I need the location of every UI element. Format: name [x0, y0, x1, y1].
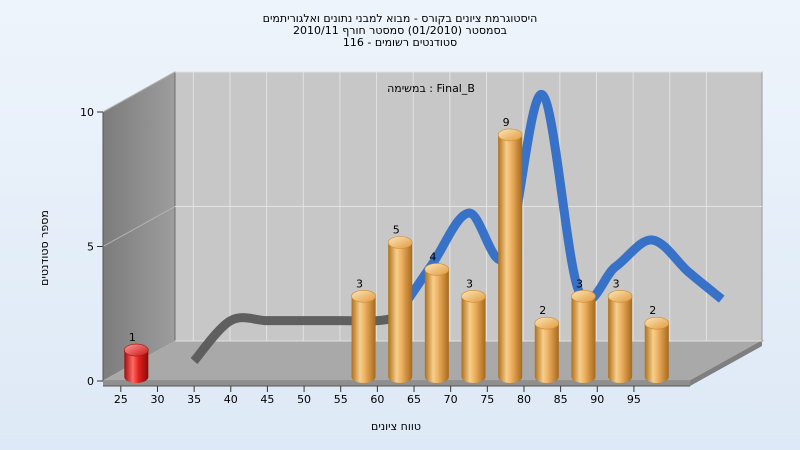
bar-value-label: 5	[393, 224, 400, 237]
bar-body	[124, 350, 149, 383]
chart-title-line-1: היסטוגרמת ציונים בקורס - מבוא למבני נתונ…	[262, 12, 538, 25]
bar-value-label: 2	[539, 304, 546, 317]
chart-title-line-3: סטודנטים רשומים - 116	[342, 36, 458, 49]
bar-value-label: 3	[576, 277, 583, 290]
x-tick-label: 40	[224, 393, 238, 406]
bar	[571, 289, 596, 383]
bar-value-label: 1	[129, 331, 136, 344]
x-tick-label: 55	[334, 393, 348, 406]
curve-ribbon-gray	[190, 313, 397, 365]
bar-body	[388, 242, 413, 383]
bar-body	[644, 323, 669, 383]
x-tick-label: 70	[444, 393, 458, 406]
bar-top	[534, 316, 560, 330]
bar-body	[608, 296, 633, 383]
x-tick-label: 65	[407, 393, 421, 406]
bar-body	[498, 134, 523, 383]
y-axis-label: מספר סטודנטים	[38, 210, 51, 286]
floor-edge-side	[690, 341, 762, 386]
bar-body	[424, 269, 449, 383]
bar-body	[571, 296, 596, 383]
bar-top	[424, 263, 450, 276]
x-tick-label: 60	[370, 393, 384, 406]
bar-value-label: 4	[429, 250, 436, 263]
x-tick-label: 80	[517, 393, 531, 406]
x-tick-label: 35	[187, 393, 201, 406]
bar-top	[497, 128, 523, 142]
bar	[387, 236, 413, 383]
x-tick-label: 90	[590, 393, 604, 406]
x-tick-label: 95	[627, 393, 641, 406]
bar-value-label: 9	[503, 116, 510, 129]
bar	[644, 316, 670, 383]
bar	[124, 343, 149, 383]
bar-value-label: 2	[649, 304, 656, 317]
bar-body	[534, 323, 559, 383]
x-tick-label: 30	[150, 393, 164, 406]
bar	[497, 128, 523, 383]
bar	[461, 289, 486, 383]
bar-top	[351, 289, 376, 303]
bar-top	[644, 316, 670, 330]
grid-line-side	[102, 206, 176, 247]
x-tick-label: 25	[114, 393, 128, 406]
chart-title-line-2: בסמסטר (01/2010) סמסטר חורף 2010/11	[293, 24, 507, 37]
x-axis-label: טווח ציונים	[371, 420, 421, 433]
bar	[351, 289, 376, 383]
chart-subtitle: במשימה : Final_B	[387, 82, 475, 95]
y-tick-label: 0	[87, 375, 94, 388]
bar-top	[461, 289, 486, 303]
bar	[607, 289, 633, 383]
grid-line-side	[102, 71, 176, 113]
bar	[534, 316, 560, 383]
bar-top	[124, 343, 149, 357]
bar-value-label: 3	[613, 277, 620, 290]
x-tick-label: 85	[554, 393, 568, 406]
bar-value-label: 3	[466, 277, 473, 290]
y-tick-label: 5	[87, 241, 94, 254]
bar-value-label: 3	[356, 277, 363, 290]
y-tick-label: 10	[80, 106, 94, 119]
bar-body	[461, 296, 486, 383]
bar	[424, 263, 450, 383]
x-tick-label: 45	[260, 393, 274, 406]
bar-top	[387, 236, 413, 249]
curve-ribbon-blue	[391, 90, 725, 321]
bar-top	[571, 289, 596, 303]
x-tick-label: 50	[297, 393, 311, 406]
x-tick-label: 75	[480, 393, 494, 406]
bar-body	[351, 296, 376, 383]
bar-top	[607, 289, 633, 303]
